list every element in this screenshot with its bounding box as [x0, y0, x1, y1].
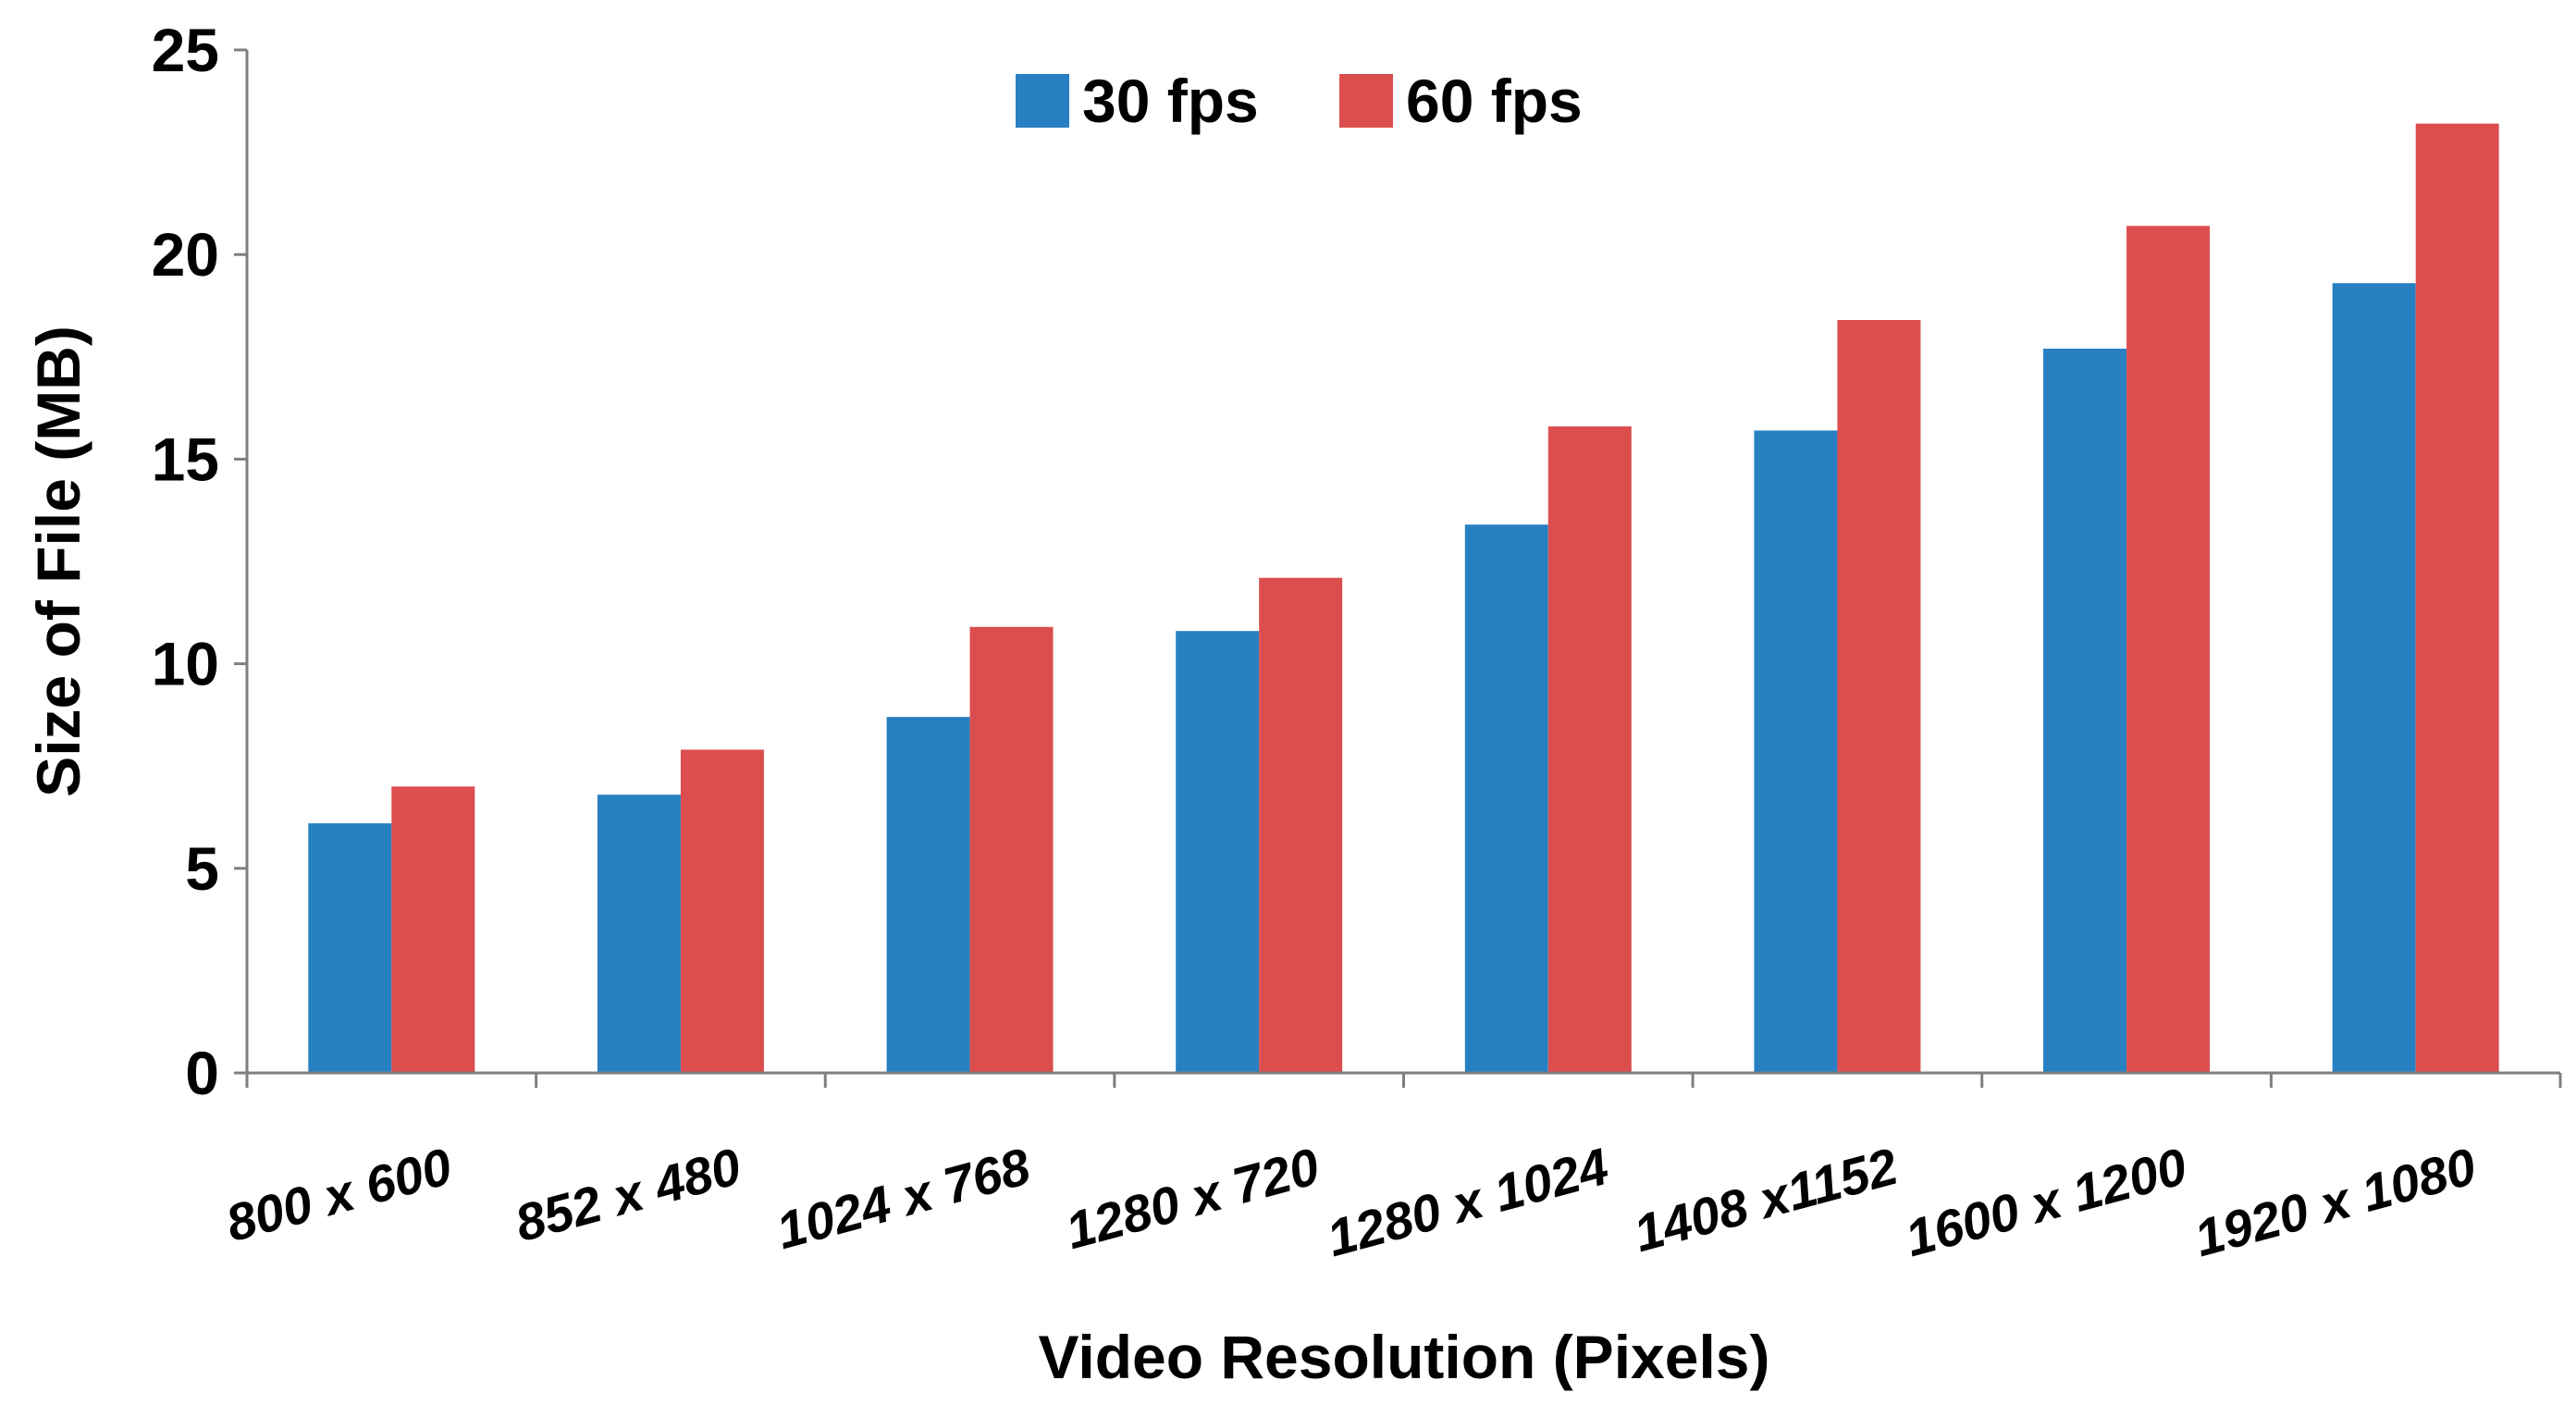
legend-label-60fps: 60 fps [1406, 67, 1583, 135]
x-tick-label: 800 x 600 [220, 1137, 458, 1252]
bar-60fps-7 [2415, 123, 2499, 1074]
bar-60fps-0 [391, 786, 475, 1073]
y-tick-label: 15 [152, 425, 219, 493]
y-tick-label: 5 [185, 834, 219, 903]
bar-60fps-2 [969, 626, 1054, 1073]
bar-30fps-6 [2043, 348, 2127, 1073]
bar-60fps-5 [1837, 319, 1921, 1073]
bar-60fps-6 [2126, 226, 2211, 1073]
x-tick-label: 1408 x1152 [1628, 1137, 1904, 1263]
bar-60fps-1 [680, 749, 764, 1073]
y-axis-title: Size of File (MB) [24, 326, 92, 797]
y-tick-label: 10 [152, 630, 219, 698]
x-tick-label: 1920 x 1080 [2188, 1137, 2482, 1267]
bars-group [308, 123, 2499, 1074]
y-tick-label: 25 [152, 16, 219, 84]
x-tick-label: 1024 x 768 [770, 1137, 1037, 1261]
bar-30fps-0 [308, 823, 392, 1073]
bar-30fps-1 [597, 795, 681, 1073]
y-ticks-group: 0 5 10 15 20 25 [152, 16, 247, 1107]
bar-30fps-7 [2332, 283, 2416, 1074]
x-tick-label: 1280 x 1024 [1321, 1137, 1614, 1267]
x-tick-label: 1280 x 720 [1060, 1137, 1325, 1260]
y-tick-label: 20 [152, 220, 219, 289]
x-tick-label: 1600 x 1200 [1899, 1137, 2192, 1267]
legend: 30 fps 60 fps [1016, 67, 1583, 135]
x-tick-label: 852 x 480 [509, 1137, 746, 1252]
legend-swatch-30fps [1016, 74, 1069, 128]
bar-30fps-4 [1464, 524, 1548, 1073]
legend-swatch-60fps [1339, 74, 1393, 128]
bar-60fps-4 [1547, 426, 1632, 1073]
bar-60fps-3 [1259, 577, 1343, 1073]
x-ticks-group: 800 x 600 852 x 480 1024 x 768 1280 x 72012… [220, 1073, 2562, 1267]
bar-30fps-3 [1176, 631, 1260, 1073]
y-tick-label: 0 [185, 1039, 219, 1107]
bar-30fps-2 [886, 717, 970, 1073]
bar-30fps-5 [1754, 430, 1838, 1073]
axes-group [245, 50, 2560, 1075]
x-axis-title: Video Resolution (Pixels) [1039, 1323, 1770, 1391]
legend-label-30fps: 30 fps [1082, 67, 1259, 135]
